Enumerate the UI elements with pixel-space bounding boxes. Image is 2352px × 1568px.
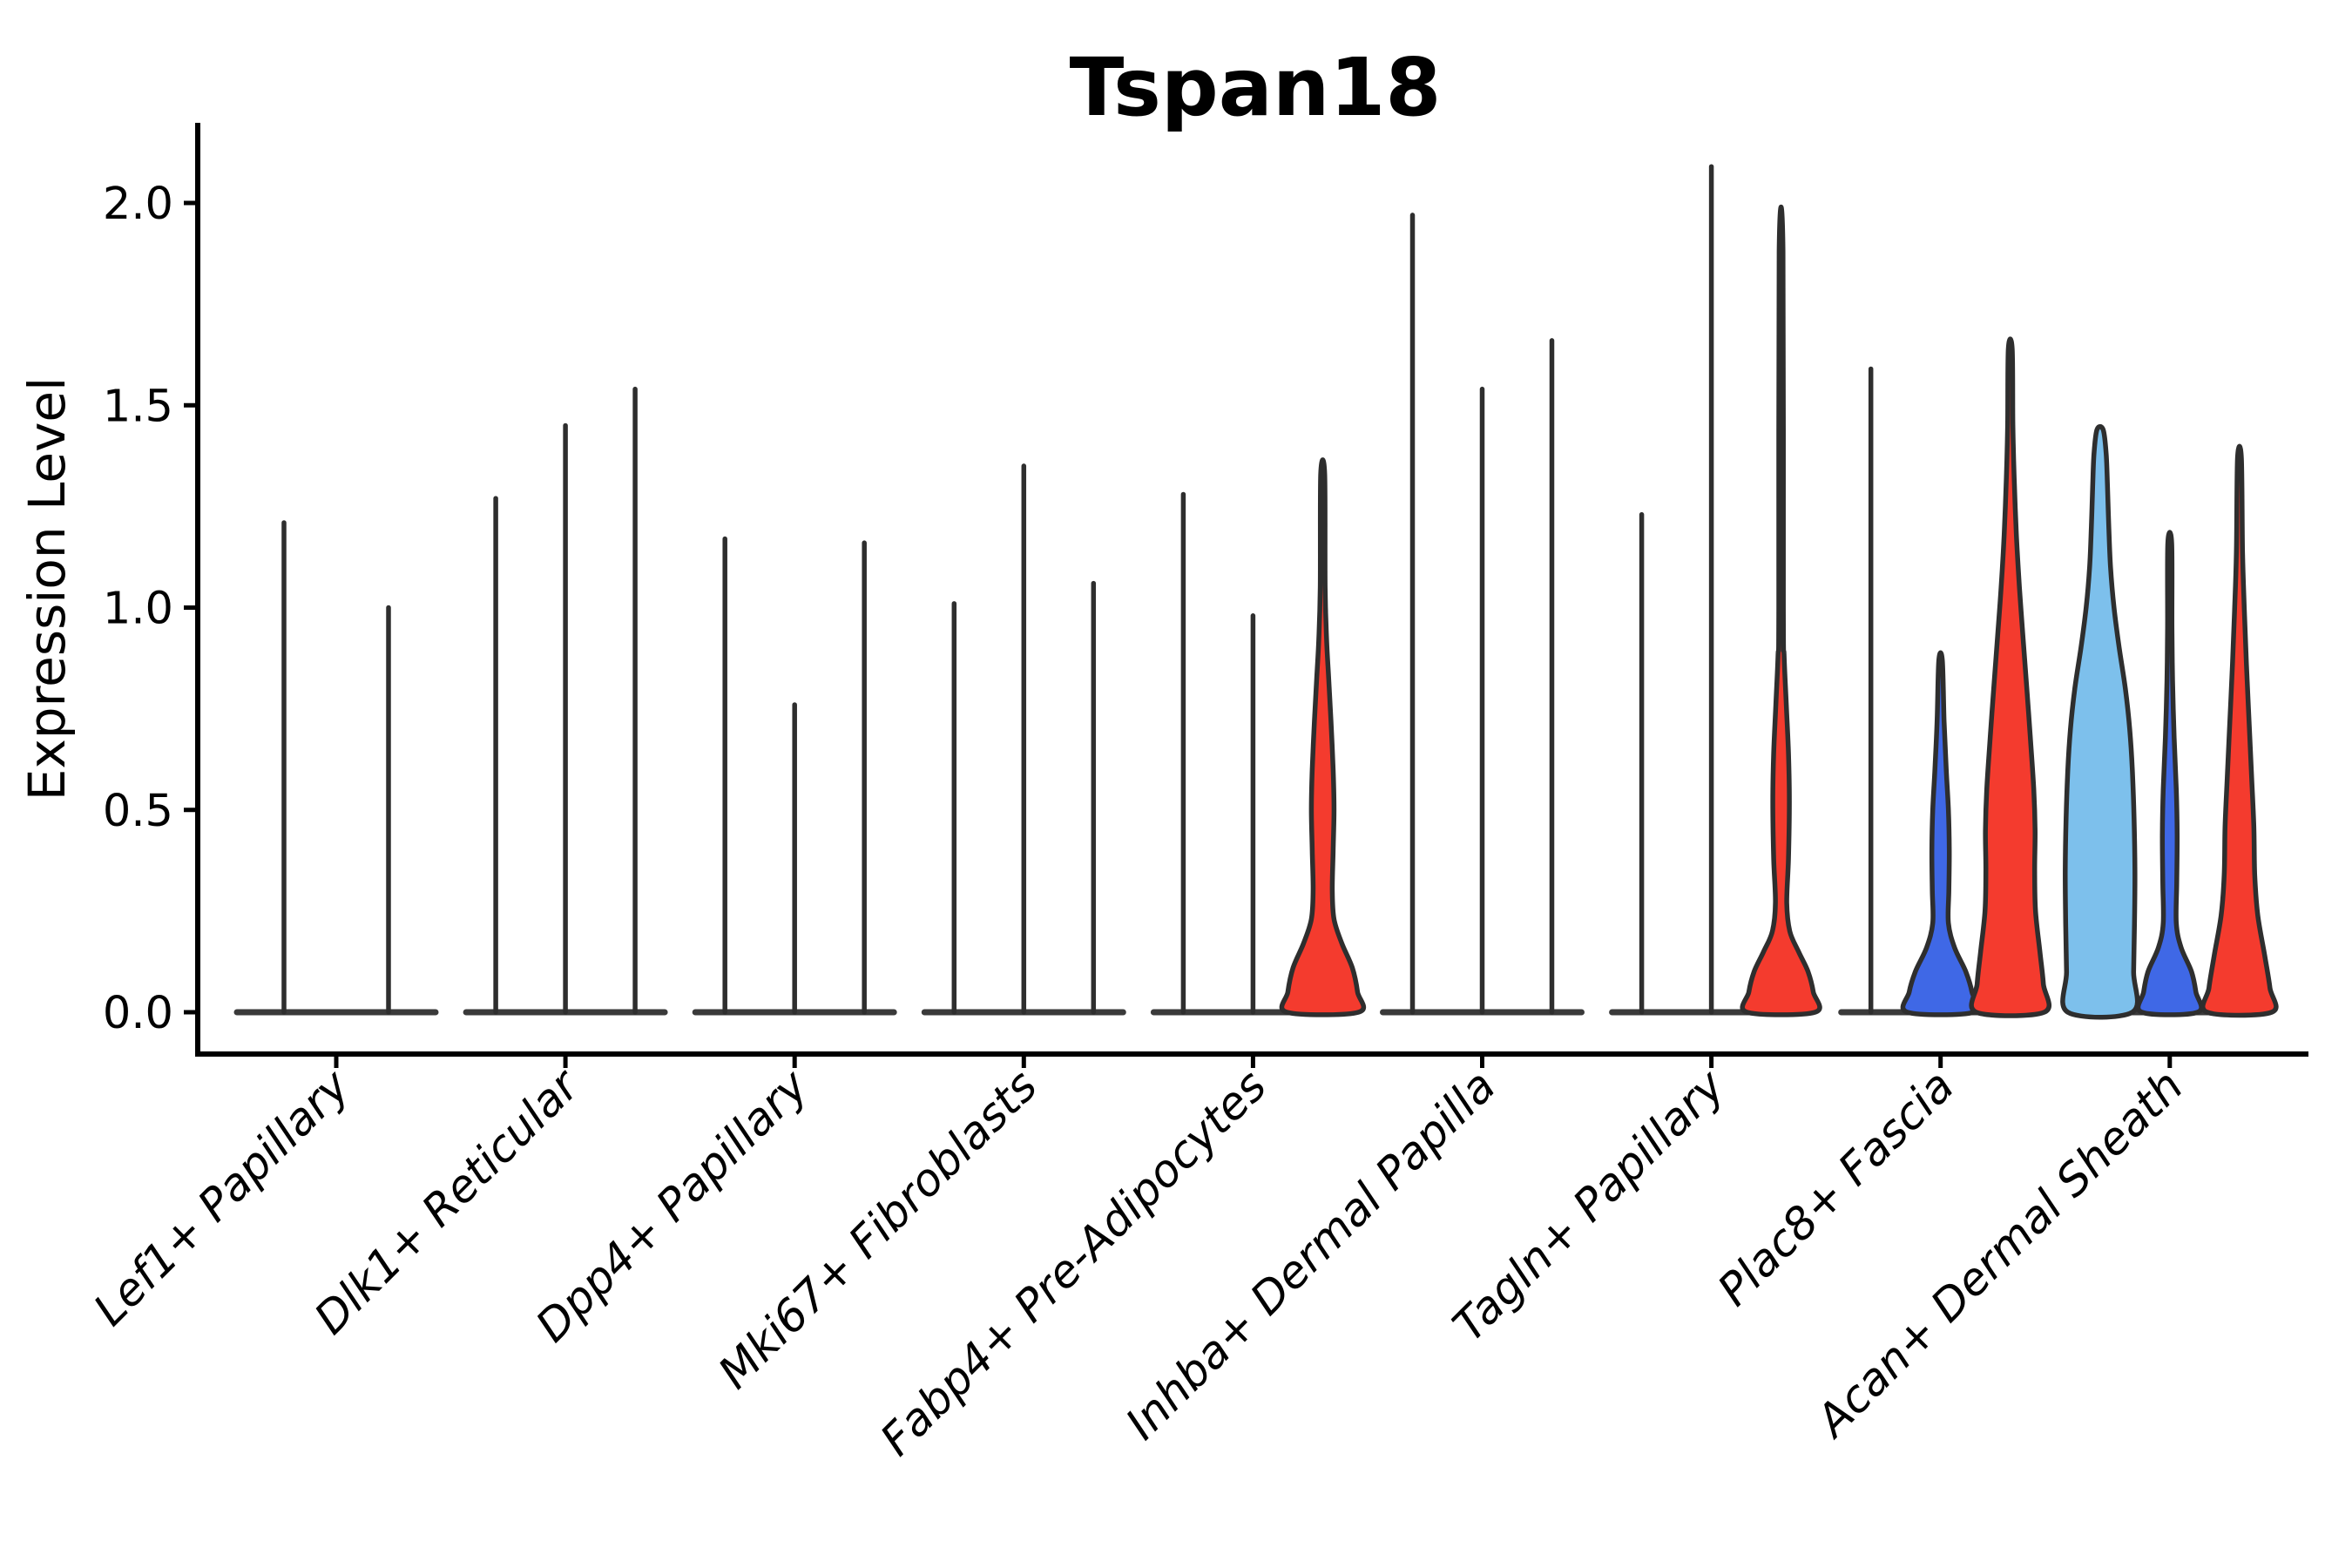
y-tick-label: 1.0 bbox=[103, 584, 173, 635]
y-tick-label: 0.0 bbox=[103, 988, 173, 1039]
violin-lightblue bbox=[2060, 423, 2140, 1020]
violin-red bbox=[1740, 204, 1822, 1017]
y-tick-label: 1.5 bbox=[103, 381, 173, 432]
y-tick-label: 2.0 bbox=[103, 179, 173, 230]
y-axis-label: Expression Level bbox=[17, 377, 77, 801]
x-tick-label: Fabp4+ Pre-Adipocytes bbox=[871, 1060, 1277, 1466]
violin-red bbox=[2200, 443, 2279, 1018]
x-tick-label: Acan+ Dermal Sheath bbox=[1805, 1060, 2193, 1448]
violin-blue bbox=[2135, 530, 2204, 1017]
x-tick-label: Inhba+ Dermal Papilla bbox=[1117, 1060, 1506, 1450]
violin-red bbox=[1279, 457, 1367, 1017]
violin-red bbox=[1969, 336, 2051, 1018]
violin-blue bbox=[1900, 650, 1981, 1017]
chart-title: Tspan18 bbox=[1070, 41, 1442, 134]
x-tick-label: Plac8+ Fascia bbox=[1708, 1060, 1964, 1316]
y-tick-label: 0.5 bbox=[103, 786, 173, 837]
